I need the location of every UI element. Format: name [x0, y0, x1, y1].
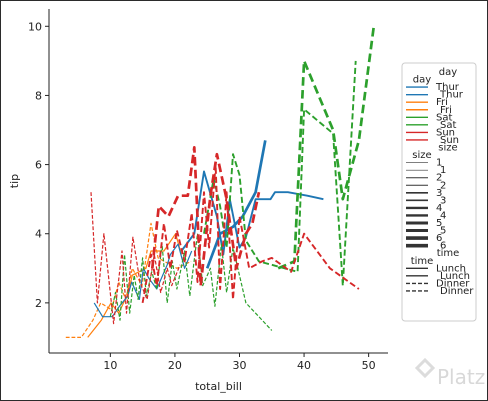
- legend-box: [401, 62, 477, 322]
- series-line-10: [150, 145, 261, 287]
- legend-entry-label: Sun: [440, 135, 459, 146]
- legend-group-title: size: [438, 143, 457, 154]
- legend-entry-label: Dinner: [440, 286, 474, 297]
- legend-entry-label: Lunch: [440, 271, 470, 282]
- legend-entry-label: 5: [440, 226, 446, 237]
- legend-entry-label: Sat: [436, 112, 452, 123]
- series-line-7: [277, 26, 376, 270]
- legend-group-title: day: [439, 67, 457, 78]
- legend-entry-label: Fri: [436, 97, 448, 108]
- series-line-6: [203, 60, 357, 287]
- legend-entry-label: Thur: [435, 82, 460, 93]
- x-tick-label: 10: [103, 359, 117, 372]
- y-tick-label: 4: [35, 228, 42, 241]
- legend-group-subtitle: day: [413, 75, 431, 86]
- legend-entry-label: 1: [436, 158, 442, 169]
- watermark-text: Platzi: [437, 365, 487, 389]
- x-axis-label: total_bill: [195, 380, 242, 393]
- legend-group-title: time: [437, 248, 460, 259]
- x-tick-label: 20: [168, 359, 182, 372]
- legend-entry-label: Thur: [439, 90, 464, 101]
- legend-entry-label: 6: [436, 233, 442, 244]
- y-tick-label: 8: [35, 89, 42, 102]
- legend-entry-label: Fri: [440, 105, 452, 116]
- y-tick-label: 2: [35, 297, 42, 310]
- series-line-4: [205, 140, 267, 269]
- legend-entry-label: Dinner: [436, 278, 470, 289]
- legend-group-subtitle: time: [411, 256, 434, 267]
- y-tick-label: 10: [28, 20, 42, 33]
- platzi-logo-icon: [414, 357, 436, 379]
- series-line-0: [65, 222, 192, 338]
- legend-entry-label: 5: [436, 218, 442, 229]
- legend-entry-label: Lunch: [436, 263, 466, 274]
- legend-entry-label: 4: [440, 210, 446, 221]
- legend-entry-label: Sat: [440, 120, 456, 131]
- x-tick-label: 50: [362, 359, 376, 372]
- y-axis-label: tip: [8, 174, 21, 188]
- legend-entry-label: 3: [436, 188, 442, 199]
- legend-entry-label: 1: [440, 165, 446, 176]
- legend-entry-label: 2: [440, 180, 446, 191]
- legend-entry-label: 2: [436, 173, 442, 184]
- x-tick-label: 40: [297, 359, 311, 372]
- legend-entry-label: 4: [436, 203, 442, 214]
- legend-group-subtitle: size: [412, 150, 431, 161]
- series-line-8: [90, 192, 181, 325]
- legend-entry-label: 6: [440, 241, 446, 252]
- x-tick-label: 30: [232, 359, 246, 372]
- legend-entry-label: 3: [440, 195, 446, 206]
- y-tick-label: 6: [35, 159, 42, 172]
- legend-entry-label: Sun: [436, 127, 455, 138]
